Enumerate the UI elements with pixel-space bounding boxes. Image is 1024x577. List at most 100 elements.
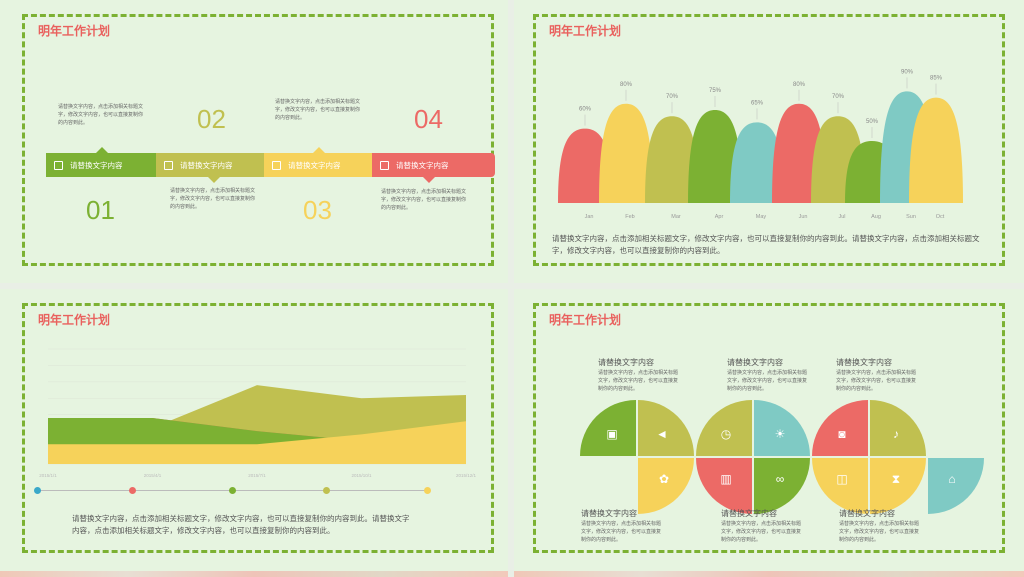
step-desc-3: 请替换文字内容，点击添加相关标题文字，修改文字内容，也可以直接复制你的内容到此。	[275, 99, 361, 121]
lightbulb-icon[interactable]: ☀	[774, 427, 786, 441]
value-label: 80%	[793, 82, 806, 88]
petal-desc: 请替换文字内容，点击添加相关标题文字，修改文字内容，也可以直接复制你的内容到此。	[598, 370, 679, 392]
microphone-icon[interactable]: ♪	[893, 427, 899, 441]
petal-heading: 请替换文字内容	[581, 509, 637, 518]
step-number-03: 03	[303, 195, 332, 225]
x-tick-label: 2015/1/1	[39, 473, 57, 478]
hump-bar	[558, 128, 612, 203]
ribbon-label: 请替换文字内容	[396, 160, 449, 170]
x-tick-label: Jul	[838, 214, 845, 220]
document-icon	[54, 160, 63, 170]
value-label: 65%	[751, 100, 764, 106]
step-desc-2: 请替换文字内容，点击添加相关标题文字，修改文字内容，也可以直接复制你的内容到此。	[170, 188, 256, 210]
pointer-down-4	[423, 177, 435, 183]
x-tick-label: Sun	[906, 214, 916, 220]
hump-chart: 60% Jan 80% Feb 70% Mar 75% Apr 65% May 80% Jun 70% J…	[558, 69, 963, 220]
petal-bot-4	[812, 458, 868, 514]
timeline-dot	[34, 487, 41, 494]
camera-icon[interactable]: ◙	[838, 427, 846, 441]
area-chart: 2015/1/1 2015/4/1 2015/7/1 2015/10/1 2015/12…	[39, 348, 477, 478]
petal-desc: 请替换文字内容，点击添加相关标题文字，修改文字内容，也可以直接复制你的内容到此。	[721, 521, 802, 543]
value-label: 60%	[579, 107, 592, 113]
x-tick-label: Aug	[871, 214, 881, 220]
petal-desc: 请替换文字内容，点击添加相关标题文字，修改文字内容，也可以直接复制你的内容到此。	[581, 521, 662, 543]
x-tick-label: 2015/12/1	[456, 473, 477, 478]
pointer-down-2	[208, 177, 220, 183]
petal-heading: 请替换文字内容	[836, 358, 892, 367]
timeline-dot	[129, 487, 136, 494]
shopping-bag-icon[interactable]: ◫	[836, 472, 848, 486]
home-icon[interactable]: ⌂	[948, 472, 956, 486]
step-ribbon-2[interactable]: 请替换文字内容	[156, 153, 264, 177]
step-ribbon-3[interactable]: 请替换文字内容	[264, 153, 372, 177]
speaker-icon[interactable]: ◄	[656, 427, 668, 441]
petal-desc: 请替换文字内容，点击添加相关标题文字，修改文字内容，也可以直接复制你的内容到此。	[727, 370, 808, 392]
value-label: 50%	[866, 119, 879, 125]
timeline-dot	[229, 487, 236, 494]
petal-heading: 请替换文字内容	[598, 358, 654, 367]
step-desc-1: 请替换文字内容，点击添加相关标题文字，修改文字内容，也可以直接复制你的内容到此。	[58, 104, 144, 126]
slide-area-chart: 明年工作计划 2015/1/1 2015/4/1 2015/7/1 2015/10/1…	[0, 289, 508, 577]
step-number-02: 02	[197, 104, 226, 134]
value-label: 80%	[620, 82, 633, 88]
x-tick-label: 2015/7/1	[248, 473, 266, 478]
x-tick-label: Feb	[625, 214, 634, 220]
petal-bot-1	[638, 458, 694, 514]
value-label: 70%	[832, 94, 845, 100]
ribbon-label: 请替换文字内容	[288, 160, 341, 170]
slide-steps: 明年工作计划 请替换文字内容，点击添加相关标题文字，修改文字内容，也可以直接复制…	[0, 0, 508, 283]
petal-top-4	[754, 400, 810, 456]
ribbon-pointers	[96, 147, 435, 183]
slide-title: 明年工作计划	[38, 313, 111, 327]
note-icon	[272, 160, 281, 170]
slide-hump-chart: 明年工作计划 60% Jan 80% Feb 70% Mar 75% Apr 65% May 80%…	[514, 0, 1024, 283]
petal-top-1	[580, 400, 636, 456]
x-tick-label: Oct	[936, 214, 945, 220]
hump-bar	[599, 103, 653, 203]
step-ribbon-1[interactable]: 请替换文字内容	[46, 153, 156, 177]
ribbon-label: 请替换文字内容	[180, 160, 233, 170]
link-icon[interactable]: ∞	[775, 472, 785, 486]
ribbon-label: 请替换文字内容	[70, 160, 123, 170]
pointer-up-1	[96, 147, 108, 153]
gear-icon[interactable]: ✿	[658, 472, 670, 486]
step-desc-4: 请替换文字内容，点击添加相关标题文字，修改文字内容，也可以直接复制你的内容到此。	[381, 189, 467, 211]
hump-bar	[688, 110, 742, 203]
step-number-04: 04	[414, 104, 443, 134]
area-series	[48, 421, 466, 464]
dashed-frame	[533, 303, 1005, 553]
alarm-clock-icon[interactable]: ◷	[720, 427, 732, 441]
dashed-frame	[22, 14, 494, 266]
value-label: 85%	[930, 76, 943, 82]
petal-heading: 请替换文字内容	[727, 358, 783, 367]
step-number-01: 01	[86, 195, 115, 225]
chart-caption: 请替换文字内容，点击添加相关标题文字，修改文字内容，也可以直接复制你的内容到此。…	[552, 234, 980, 255]
x-tick-label: 2015/10/1	[351, 473, 372, 478]
value-label: 75%	[709, 88, 722, 94]
petal-desc: 请替换文字内容，点击添加相关标题文字，修改文字内容，也可以直接复制你的内容到此。	[839, 521, 920, 543]
hourglass-icon[interactable]: ⧗	[891, 471, 901, 486]
slide-title: 明年工作计划	[38, 24, 111, 38]
timeline-dot	[424, 487, 431, 494]
petal-heading: 请替换文字内容	[839, 509, 895, 518]
hump-bar	[645, 116, 699, 203]
petal-shapes	[580, 400, 984, 514]
image-icon[interactable]: ▣	[606, 427, 618, 441]
step-ribbon-4[interactable]: 请替换文字内容	[372, 153, 495, 177]
chat-icon	[380, 160, 389, 170]
x-tick-label: Apr	[715, 214, 724, 220]
photo-strip	[514, 571, 1024, 577]
petal-top-3	[696, 400, 752, 456]
x-tick-label: 2015/4/1	[144, 473, 162, 478]
x-tick-label: Jun	[799, 214, 808, 220]
slide-title: 明年工作计划	[549, 24, 622, 38]
petal-heading: 请替换文字内容	[721, 509, 777, 518]
value-label: 90%	[901, 69, 914, 75]
hump-bar	[909, 97, 963, 203]
chart-caption: 请替换文字内容，点击添加相关标题文字，修改文字内容，也可以直接复制你的内容到此。…	[72, 514, 410, 535]
x-tick-label: Mar	[671, 214, 681, 220]
petal-top-5	[812, 400, 868, 456]
slide-petals: 明年工作计划 请替换文字内容 请替换文字内容，点击添加相关标题文字，修改文字内容…	[514, 289, 1024, 577]
trash-icon[interactable]: ▥	[720, 472, 732, 486]
timeline-dot	[323, 487, 330, 494]
